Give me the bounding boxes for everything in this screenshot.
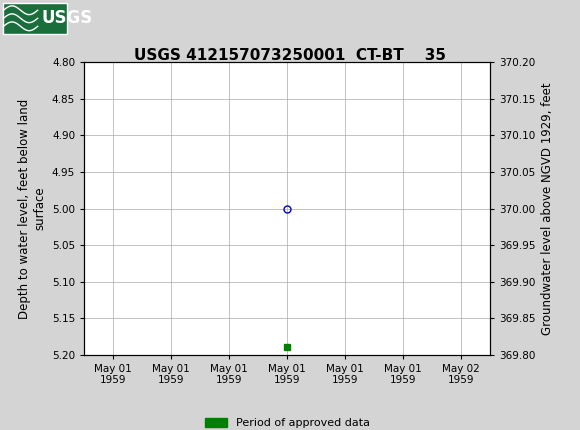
Legend: Period of approved data: Period of approved data bbox=[200, 413, 374, 430]
FancyBboxPatch shape bbox=[3, 3, 67, 34]
Y-axis label: Groundwater level above NGVD 1929, feet: Groundwater level above NGVD 1929, feet bbox=[541, 82, 554, 335]
Y-axis label: Depth to water level, feet below land
surface: Depth to water level, feet below land su… bbox=[18, 98, 46, 319]
Text: USGS: USGS bbox=[42, 9, 93, 27]
Text: USGS 412157073250001  CT-BT    35: USGS 412157073250001 CT-BT 35 bbox=[134, 49, 446, 63]
